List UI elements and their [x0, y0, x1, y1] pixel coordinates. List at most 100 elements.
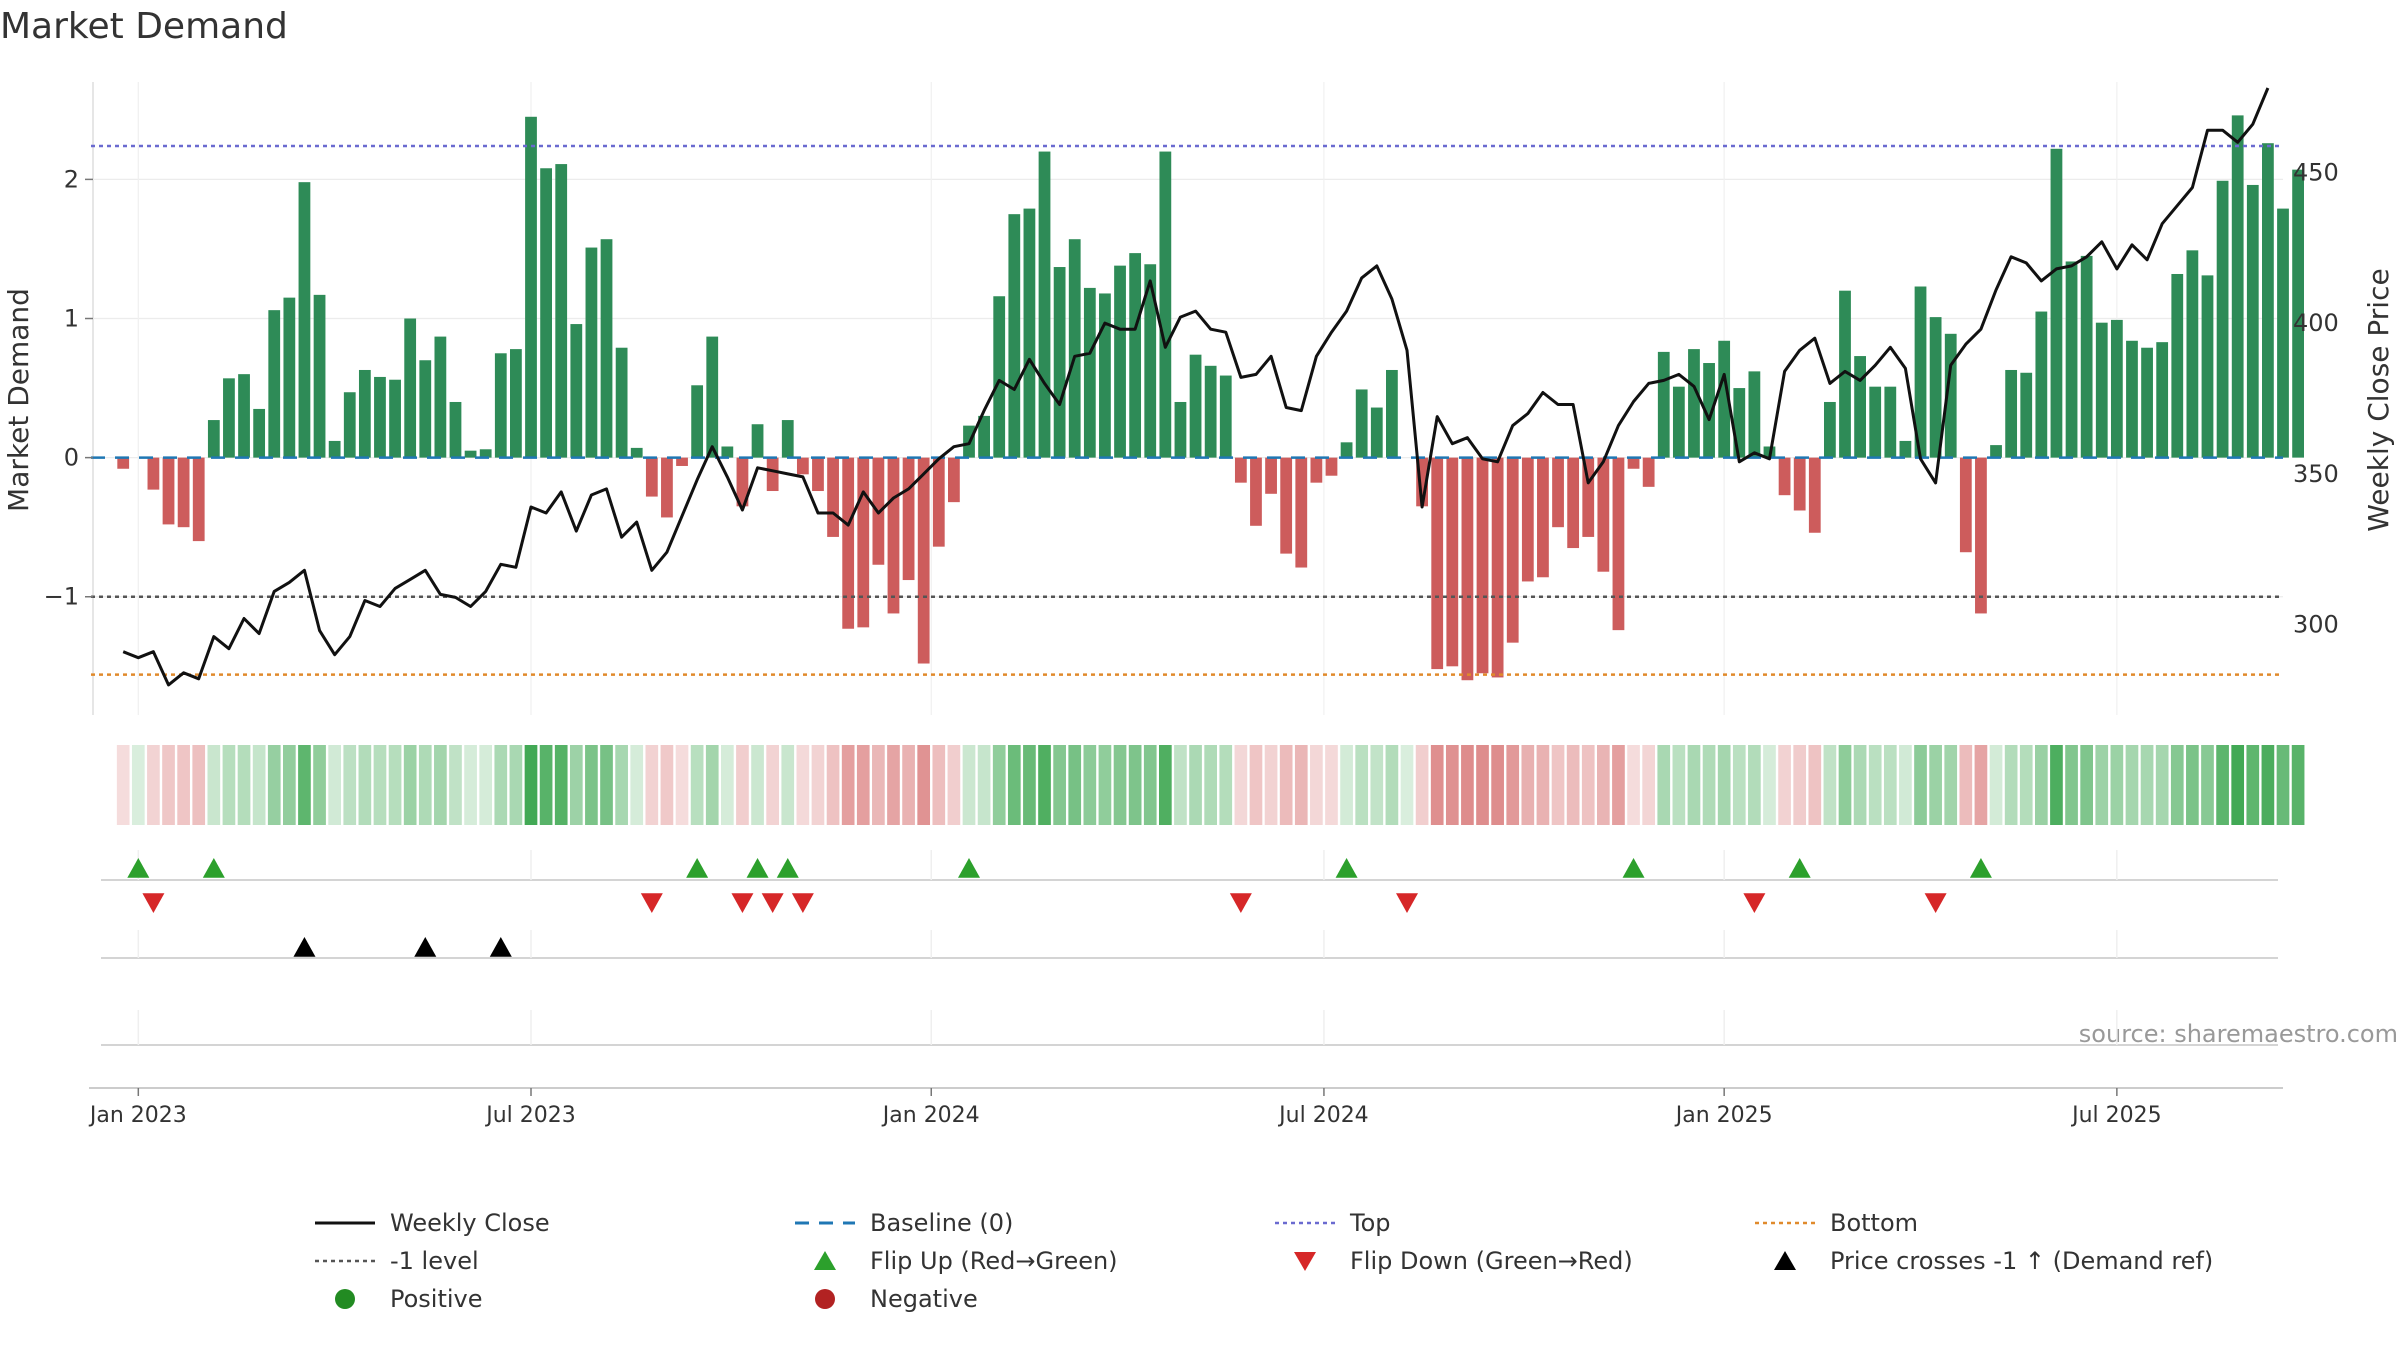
- heat-cell: [1083, 745, 1097, 825]
- heat-cell: [1310, 745, 1323, 825]
- heat-cell: [1400, 745, 1414, 825]
- legend-item: Top: [1270, 1205, 1391, 1241]
- heat-cell: [1914, 745, 1927, 825]
- flip-down-marker: [142, 893, 165, 913]
- demand-bar: [1250, 457, 1262, 526]
- demand-bars: [117, 115, 2304, 681]
- demand-bar: [2186, 250, 2199, 458]
- legend-label: Weekly Close: [390, 1209, 550, 1237]
- heat-cell: [1355, 745, 1369, 825]
- demand-bar: [978, 415, 990, 458]
- heat-cell: [1234, 745, 1248, 825]
- demand-bar: [525, 116, 537, 458]
- demand-bar: [494, 353, 507, 458]
- demand-bar: [796, 457, 809, 475]
- demand-bar: [1929, 317, 1942, 458]
- demand-bar: [2156, 342, 2169, 458]
- demand-bar: [1038, 151, 1051, 458]
- heat-cell: [872, 745, 885, 825]
- demand-bar: [1612, 457, 1625, 631]
- heat-cell: [1672, 745, 1686, 825]
- heat-cell: [2035, 745, 2048, 825]
- x-tick-label: Jan 2023: [88, 1103, 187, 1128]
- flip-down-marker: [1229, 893, 1252, 913]
- demand-bar: [1265, 457, 1277, 494]
- y-ticks: 2 1 0 −1 450 400 350 300: [44, 158, 2339, 638]
- heat-cell: [464, 745, 477, 825]
- demand-bar: [2292, 169, 2304, 458]
- demand-bar: [1310, 457, 1323, 483]
- legend-triangle-up: [814, 1251, 836, 1270]
- demand-bar: [887, 457, 900, 614]
- demand-bar: [2035, 311, 2048, 458]
- demand-bar: [645, 457, 658, 497]
- legend-label: Negative: [870, 1285, 978, 1313]
- heat-cell: [645, 745, 659, 825]
- demand-bar: [1914, 286, 1927, 458]
- demand-bar: [1370, 407, 1383, 458]
- heat-cell: [1038, 745, 1051, 825]
- flip-down-marker: [1743, 893, 1766, 913]
- heat-cell: [690, 745, 704, 825]
- x-ticks: Jan 2023 Jul 2023 Jan 2024 Jul 2024 Jan 2025…: [88, 1087, 2283, 1128]
- demand-bar: [781, 420, 794, 458]
- weekly-close-line: [122, 87, 2270, 687]
- demand-bar: [1144, 264, 1157, 458]
- heat-cell: [192, 745, 206, 825]
- reference-lines: [91, 144, 2283, 676]
- demand-bar: [1204, 365, 1217, 458]
- heat-cell: [2050, 745, 2063, 825]
- legend-label: Flip Up (Red→Green): [870, 1247, 1118, 1275]
- y-tick-label-right: 400: [2293, 309, 2339, 337]
- heat-cell: [2291, 745, 2305, 825]
- heat-cell: [358, 745, 372, 825]
- demand-bar: [1068, 239, 1081, 458]
- demand-bar: [177, 457, 190, 528]
- heat-cell: [449, 745, 462, 825]
- legend-triangle-down: [1294, 1252, 1316, 1271]
- demand-bar: [298, 182, 311, 458]
- price-cross-marker: [293, 937, 316, 957]
- legend-item: Price crosses -1 ↑ (Demand ref): [1750, 1243, 2213, 1279]
- demand-bar: [1733, 388, 1746, 458]
- demand-bar: [615, 347, 628, 458]
- demand-bar: [268, 310, 281, 458]
- legend-symbol: [1774, 1251, 1796, 1270]
- heat-cell: [1143, 745, 1157, 825]
- demand-bar: [1884, 386, 1897, 458]
- demand-bar: [1023, 208, 1036, 458]
- demand-bar: [253, 408, 266, 458]
- heat-cell: [1219, 745, 1233, 825]
- heat-cell: [1536, 745, 1550, 825]
- demand-bar: [902, 457, 915, 581]
- heat-cell: [2019, 745, 2033, 825]
- legend-symbol: [1755, 1221, 1815, 1225]
- heat-cell: [1113, 745, 1127, 825]
- legend-label: Positive: [390, 1285, 483, 1313]
- demand-bar: [358, 369, 371, 458]
- demand-bar: [721, 446, 734, 458]
- legend-symbol: [1275, 1221, 1335, 1225]
- heat-cell: [1687, 745, 1701, 825]
- heat-cell: [1883, 745, 1897, 825]
- demand-bar: [570, 324, 583, 458]
- demand-bar: [736, 457, 749, 507]
- demand-bar: [1083, 287, 1096, 458]
- heat-cell: [131, 745, 145, 825]
- heat-cell: [1430, 745, 1444, 825]
- demand-bar: [948, 457, 960, 503]
- heat-cell: [902, 745, 915, 825]
- demand-bar: [2201, 275, 2214, 458]
- legend-item: Baseline (0): [790, 1205, 1013, 1241]
- heat-cell: [2140, 745, 2154, 825]
- demand-bar: [374, 376, 386, 458]
- heat-cell: [1476, 745, 1489, 825]
- heat-cell: [509, 745, 523, 825]
- demand-bar: [706, 336, 719, 458]
- demand-bar: [1008, 214, 1021, 458]
- demand-bar: [510, 349, 522, 458]
- heat-cell: [494, 745, 508, 825]
- heat-cell: [1868, 745, 1882, 825]
- y-tick-label-left: −1: [44, 583, 79, 611]
- heat-cell: [1899, 745, 1912, 825]
